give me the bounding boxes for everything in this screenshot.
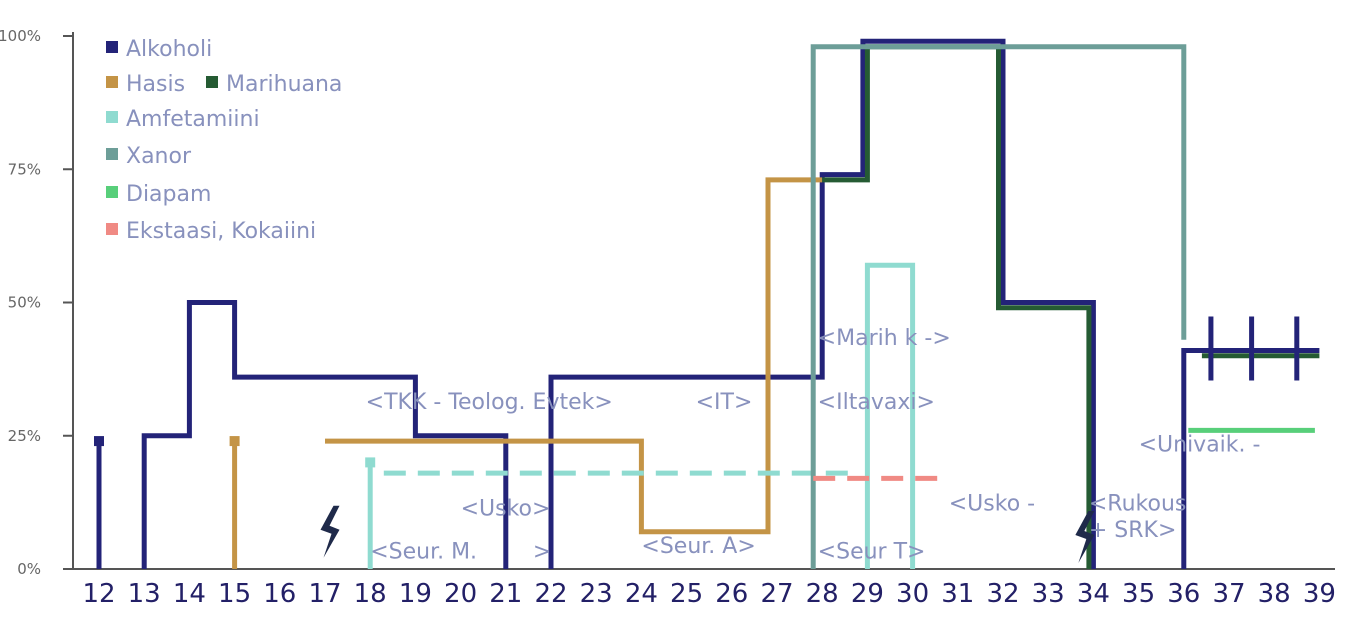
y-tick-label: 50% [8,294,41,312]
series-layer [94,38,1320,569]
legend-label: Amfetamiini [126,107,260,132]
series-marker [94,436,104,447]
series-marihuana [822,44,1320,569]
legend: Alkoholi Hasis Marihuana Amfetamiini Xanor Di… [106,37,342,244]
legend-swatch [106,148,118,160]
annotation-label: > [533,539,551,564]
annotation-label: <TKK - Teolog. Evtek> [366,390,613,415]
y-tick-label: 100% [0,27,41,45]
annotation-label: <Univaik. - [1139,433,1261,458]
series-line [548,38,1096,569]
x-tick-label: 26 [715,579,748,609]
annotation-label: <Marih k -> [818,326,951,351]
x-tick-label: 28 [806,579,839,609]
annotation-label: <Usko> [461,497,551,522]
legend-swatch [106,76,118,88]
x-tick-label: 36 [1167,579,1200,609]
series-amfetamiini [365,262,916,569]
legend-label: Diapam [126,182,211,207]
legend-label: Marihuana [226,72,342,97]
annotation-label: <Seur. A> [641,534,755,559]
series-line [864,262,916,569]
x-tick-label: 39 [1303,579,1336,609]
x-axis-ticks: 12 13 14 15 16 17 18 19 20 21 22 23 24 25 26 27 28 29 30 31… [82,579,1335,609]
lightning-icon [1075,511,1095,564]
annotation-label: <Usko - [949,491,1035,516]
legend-swatch [106,111,118,123]
x-tick-label: 16 [263,579,296,609]
legend-label: Xanor [126,144,192,169]
series-line [810,44,1187,569]
lightning-icon [320,505,340,558]
x-tick-label: 31 [941,579,974,609]
legend-label: Ekstaasi, Kokaiini [126,219,316,244]
annotation-label: <Iltavaxi> [818,390,935,415]
x-tick-label: 32 [986,579,1019,609]
axes [72,32,1335,570]
annotation-label: <IT> [696,390,753,415]
x-tick-label: 13 [128,579,161,609]
x-tick-label: 34 [1077,579,1110,609]
series-xanor [810,44,1187,569]
x-tick-label: 19 [399,579,432,609]
legend-swatch [106,41,118,53]
x-tick-label: 38 [1258,579,1291,609]
annotation-label: <Rukous [1089,491,1187,516]
legend-label: Hasis [126,72,185,97]
x-tick-label: 37 [1212,579,1245,609]
y-tick-label: 75% [8,160,41,178]
series-marker [229,436,240,447]
x-tick-label: 21 [489,579,522,609]
y-axis-ticks: 0% 25% 50% 75% 100% [0,27,73,578]
y-tick-label: 0% [17,560,41,578]
legend-label: Alkoholi [126,37,212,62]
marks-layer [320,316,1300,564]
legend-swatch [106,186,118,198]
x-tick-label: 14 [173,579,206,609]
x-tick-label: 25 [670,579,703,609]
series-hasis [229,177,823,569]
annotation-label: + SRK> [1089,518,1177,543]
x-tick-label: 12 [82,579,115,609]
x-tick-label: 22 [534,579,567,609]
legend-swatch [206,76,218,88]
series-line [325,177,823,535]
x-tick-label: 35 [1122,579,1155,609]
x-tick-label: 17 [308,579,341,609]
annotations: <TKK - Teolog. Evtek> <IT> <Iltavaxi> <Mari… [366,326,1261,564]
series-line [141,300,509,569]
series-alkoholi [94,38,1320,569]
annotation-label: <Seur. M. [370,539,477,564]
y-tick-label: 25% [8,427,41,445]
series-line [1181,348,1320,569]
x-tick-label: 24 [625,579,658,609]
x-tick-label: 27 [760,579,793,609]
x-tick-label: 29 [851,579,884,609]
x-tick-label: 15 [218,579,251,609]
x-tick-label: 30 [896,579,929,609]
x-tick-label: 20 [444,579,477,609]
x-tick-label: 33 [1032,579,1065,609]
x-tick-label: 23 [580,579,613,609]
annotation-label: <Seur T> [818,539,926,564]
x-tick-label: 18 [354,579,387,609]
legend-swatch [106,223,118,235]
